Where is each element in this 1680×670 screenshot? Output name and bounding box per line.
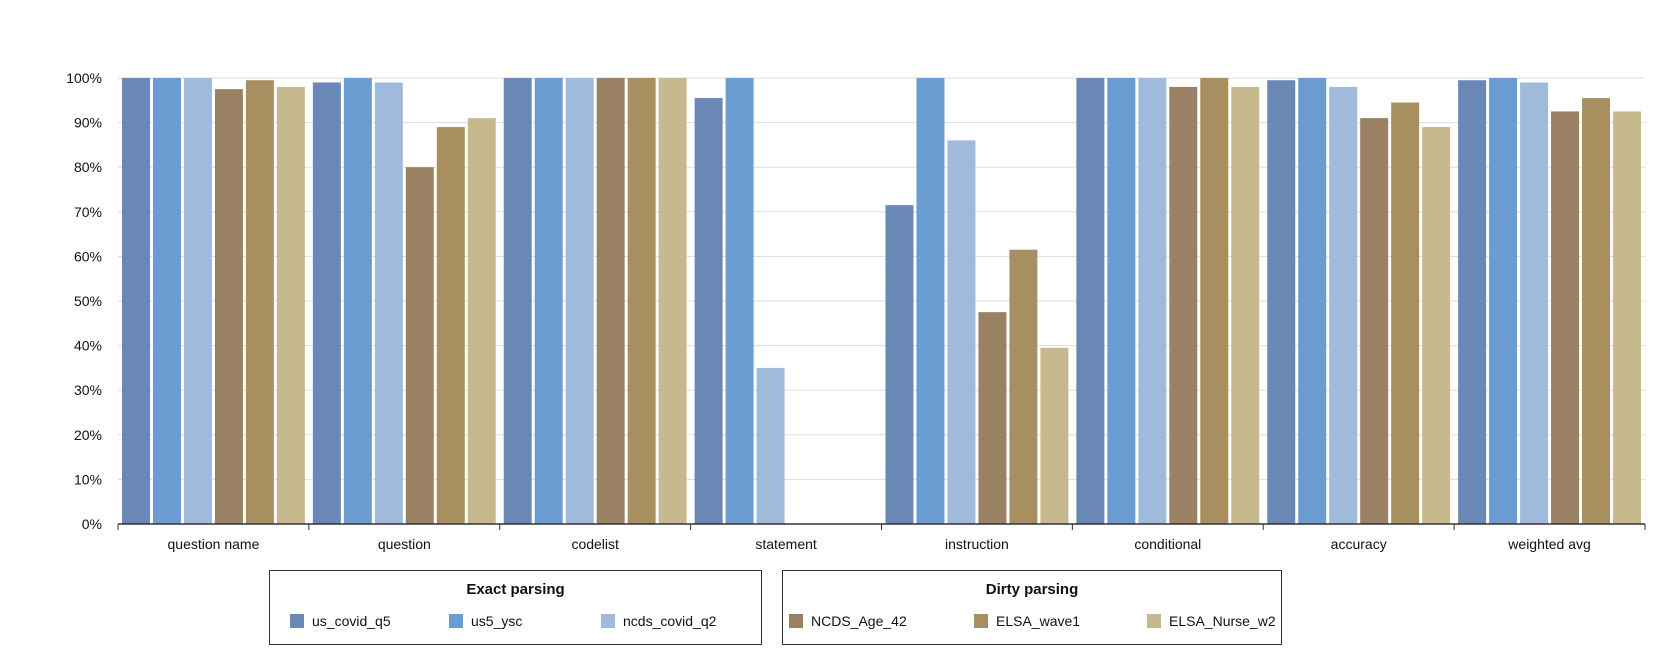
bar-elsa-nurse-w2 (1040, 347, 1069, 524)
y-tick-label: 20% (74, 427, 102, 443)
bar-elsa-wave1 (1582, 98, 1611, 524)
legend-title: Dirty parsing (985, 581, 1079, 598)
x-tick-label: codelist (571, 536, 619, 552)
bar-us5-ysc (916, 78, 945, 524)
bar-elsa-wave1 (627, 78, 656, 524)
bar-us5-ysc (534, 78, 563, 524)
x-tick-label: question (378, 536, 431, 552)
y-tick-label: 50% (74, 293, 102, 309)
bar-ncds-covid-q2 (947, 140, 976, 524)
bar-ncds-age-42 (1551, 111, 1580, 524)
bar-ncds-covid-q2 (374, 82, 403, 525)
bar-ncds-age-42 (1169, 86, 1198, 525)
legend-item: NCDS_Age_42 (789, 613, 907, 629)
x-tick-labels: question name question codelist statement in… (168, 536, 1591, 552)
x-tick-label: accuracy (1331, 536, 1387, 552)
legend-label: ELSA_Nurse_w2 (1169, 613, 1276, 629)
legend-title: Exact parsing (466, 581, 565, 598)
legend-label: us_covid_q5 (312, 613, 391, 629)
bar-us-covid-q5 (1458, 80, 1487, 524)
y-tick-label: 30% (74, 382, 102, 398)
bar-elsa-wave1 (436, 127, 465, 524)
y-tick-label: 10% (74, 471, 102, 487)
bar-us5-ysc (152, 78, 181, 524)
legend-swatch (601, 614, 615, 628)
bar-ncds-age-42 (978, 312, 1007, 524)
bar-us5-ysc (1107, 78, 1136, 524)
bar-ncds-age-42 (405, 167, 434, 524)
legend-exact-parsing: Exact parsing us_covid_q5 us5_ysc ncds_cov… (269, 570, 762, 645)
legend-swatch (449, 614, 463, 628)
grid-lines (118, 77, 1645, 480)
legend-swatch (789, 614, 803, 628)
y-tick-label: 70% (74, 204, 102, 220)
bar-ncds-age-42 (1360, 118, 1389, 524)
y-tick-labels: 0% 10% 20% 30% 40% 50% 60% 70% 80% 90% 100% (66, 70, 102, 532)
legend-swatch (974, 614, 988, 628)
bar-ncds-covid-q2 (1329, 86, 1358, 525)
y-tick-label: 100% (66, 70, 102, 86)
bar-ncds-covid-q2 (756, 367, 785, 524)
bar-ncds-covid-q2 (1138, 78, 1167, 524)
legend-label: ncds_covid_q2 (623, 613, 717, 629)
legend-label: us5_ysc (471, 613, 523, 629)
bar-elsa-nurse-w2 (276, 86, 305, 525)
axes (117, 523, 1646, 530)
bar-us-covid-q5 (885, 205, 914, 525)
bar-elsa-nurse-w2 (467, 118, 496, 524)
legend-item: us_covid_q5 (290, 613, 391, 629)
bars (122, 78, 1641, 525)
bar-ncds-covid-q2 (565, 78, 594, 524)
legend-label: ELSA_wave1 (996, 613, 1081, 629)
bar-us-covid-q5 (1076, 78, 1105, 524)
bar-elsa-nurse-w2 (1422, 127, 1451, 524)
bar-ncds-covid-q2 (1520, 82, 1549, 525)
legend-item: ELSA_wave1 (974, 613, 1080, 629)
bar-us-covid-q5 (1267, 80, 1296, 524)
legend-item: ncds_covid_q2 (601, 613, 716, 629)
bar-elsa-nurse-w2 (1231, 86, 1260, 525)
bar-us-covid-q5 (312, 82, 341, 525)
bar-ncds-covid-q2 (183, 78, 212, 524)
x-tick-label: instruction (945, 536, 1009, 552)
y-tick-label: 90% (74, 115, 102, 131)
y-tick-label: 40% (74, 338, 102, 354)
x-tick-label: question name (168, 536, 260, 552)
bar-elsa-nurse-w2 (1613, 111, 1641, 524)
bar-elsa-wave1 (1200, 78, 1229, 524)
y-tick-label: 60% (74, 248, 102, 264)
x-tick-label: weighted avg (1507, 536, 1591, 552)
legend-label: NCDS_Age_42 (811, 613, 907, 629)
legend-dirty-parsing: Dirty parsing NCDS_Age_42 ELSA_wave1 ELSA_… (782, 570, 1282, 645)
bar-us5-ysc (343, 78, 372, 524)
bar-us-covid-q5 (122, 78, 150, 524)
bar-us5-ysc (1489, 78, 1518, 524)
legend-item: us5_ysc (449, 613, 522, 629)
bar-elsa-wave1 (1391, 102, 1420, 524)
y-tick-label: 80% (74, 159, 102, 175)
bar-us5-ysc (1298, 78, 1327, 524)
x-tick-label: statement (755, 536, 817, 552)
bar-elsa-nurse-w2 (658, 78, 687, 524)
bar-elsa-wave1 (1009, 249, 1038, 524)
legend-swatch (1147, 614, 1161, 628)
bar-ncds-age-42 (596, 78, 625, 524)
bar-elsa-wave1 (245, 80, 274, 524)
y-tick-label: 0% (82, 516, 102, 532)
bar-us-covid-q5 (503, 78, 532, 524)
bar-ncds-age-42 (214, 89, 243, 525)
legend-item: ELSA_Nurse_w2 (1147, 613, 1276, 629)
legend-swatch (290, 614, 304, 628)
bar-us5-ysc (725, 78, 754, 524)
bar-us-covid-q5 (694, 98, 723, 524)
x-tick-label: conditional (1134, 536, 1201, 552)
